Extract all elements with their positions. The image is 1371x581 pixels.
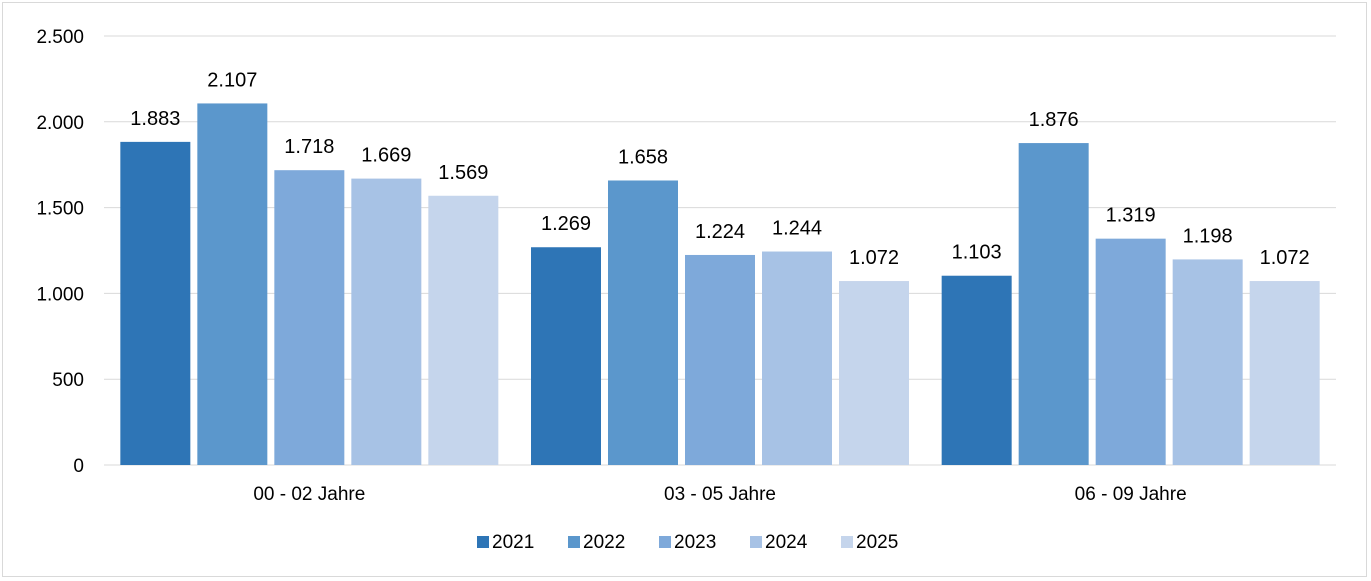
x-tick-label: 03 - 05 Jahre: [664, 484, 776, 505]
bar: [120, 141, 191, 465]
data-label: 1.269: [541, 213, 591, 235]
data-label: 1.569: [438, 162, 488, 184]
bar: [839, 281, 909, 465]
bar: [428, 195, 499, 466]
legend-swatch: [568, 536, 580, 548]
data-label: 1.883: [130, 108, 180, 130]
legend-swatch: [477, 536, 489, 548]
data-label: 1.072: [1260, 247, 1310, 269]
data-label: 1.669: [361, 145, 411, 167]
bar: [197, 103, 268, 466]
x-tick-label: 06 - 09 Jahre: [1075, 484, 1187, 505]
bars: [120, 103, 1320, 466]
data-label: 1.224: [695, 221, 745, 243]
legend-label: 2024: [765, 532, 808, 553]
legend-swatch: [841, 536, 853, 548]
bar: [274, 170, 345, 465]
legend-item: 2024: [750, 532, 808, 553]
data-label: 1.198: [1183, 225, 1233, 247]
x-tick-label: 00 - 02 Jahre: [253, 484, 365, 505]
legend-item: 2023: [659, 532, 716, 553]
category-labels: 00 - 02 Jahre 03 - 05 Jahre 06 - 09 Jahre: [253, 484, 1186, 505]
y-tick-label: 1.000: [36, 284, 84, 305]
legend-label: 2022: [583, 532, 625, 553]
data-labels: 1.883 2.107 1.718 1.669 1.569 1.269 1.658 1.224…: [130, 69, 1309, 269]
y-tick-label: 2.000: [36, 113, 84, 134]
y-tick-label: 1.500: [36, 199, 84, 220]
data-label: 1.319: [1106, 205, 1156, 227]
bar: [762, 251, 832, 465]
data-label: 1.876: [1029, 109, 1079, 131]
legend: 2021 2022 2023 2024 2025: [477, 532, 898, 553]
data-label: 1.658: [618, 146, 668, 168]
bar: [1249, 281, 1320, 465]
y-axis-ticks: 0 500 1.000 1.500 2.000 2.500: [36, 27, 84, 477]
data-label: 1.244: [772, 218, 822, 240]
bar: [608, 180, 678, 466]
data-label: 1.103: [952, 242, 1002, 264]
bar: [1018, 143, 1089, 465]
data-label: 1.072: [849, 247, 899, 269]
legend-swatch: [750, 536, 762, 548]
legend-label: 2021: [492, 532, 534, 553]
bar: [1172, 259, 1243, 465]
legend-item: 2021: [477, 532, 534, 553]
bar: [941, 275, 1012, 465]
legend-swatch: [659, 536, 671, 548]
bar: [1095, 238, 1166, 465]
y-tick-label: 0: [73, 456, 84, 477]
y-tick-label: 2.500: [36, 27, 84, 48]
data-label: 1.718: [284, 136, 334, 158]
legend-label: 2023: [674, 532, 716, 553]
legend-item: 2022: [568, 532, 625, 553]
bar: [685, 254, 755, 465]
legend-item: 2025: [841, 532, 898, 553]
bar: [351, 178, 422, 465]
data-label: 2.107: [207, 69, 257, 91]
y-tick-label: 500: [52, 370, 84, 391]
bar: [531, 247, 601, 465]
legend-label: 2025: [856, 532, 898, 553]
